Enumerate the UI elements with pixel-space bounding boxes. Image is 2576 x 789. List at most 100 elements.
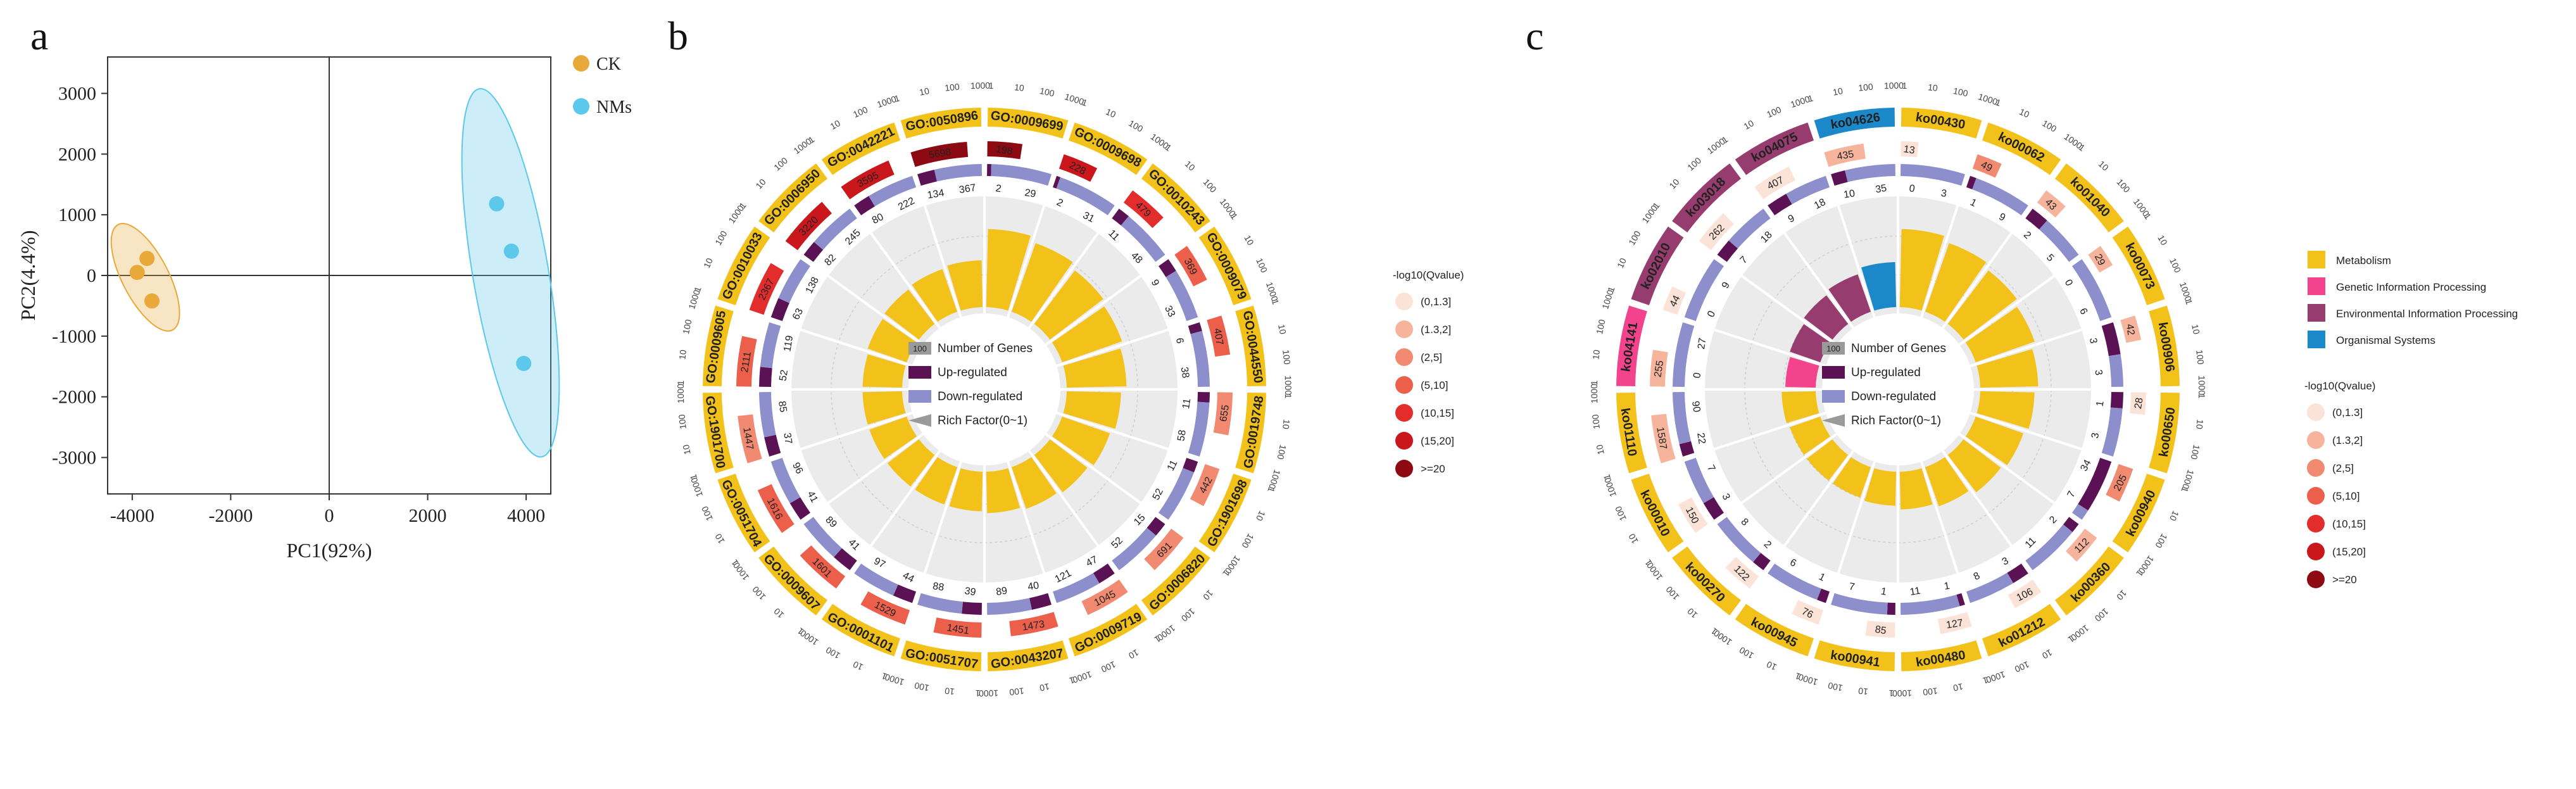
rich-factor-wedge bbox=[1781, 391, 1819, 423]
ring-scale-label: 1 bbox=[675, 380, 686, 385]
pca-scatter-plot: -4000 -2000 0 2000 4000 3000 2000 1000 0 -1000 -20… bbox=[16, 54, 632, 562]
sector-separator bbox=[1941, 450, 2013, 546]
down-regulated-bar bbox=[1845, 164, 1895, 182]
up-regulated-bar bbox=[854, 196, 875, 216]
up-regulated-count: 2 bbox=[1055, 197, 1065, 209]
down-regulated-bar bbox=[1717, 517, 1761, 562]
term-label: GO:0009079 bbox=[1203, 230, 1249, 302]
ring-scale-label: 10 bbox=[2114, 588, 2128, 602]
ring-scale-label: 100 bbox=[945, 81, 960, 92]
sector-separator bbox=[1741, 275, 1838, 346]
down-regulated-bar bbox=[1188, 401, 1210, 457]
up-regulated-bar bbox=[2078, 457, 2112, 511]
panel-b-letter: b bbox=[668, 13, 688, 58]
up-regulated-count: 22 bbox=[1695, 432, 1707, 445]
background-gene-count: 13 bbox=[1903, 144, 1916, 156]
down-regulated-bar bbox=[1684, 259, 1725, 322]
up-regulated-count: 63 bbox=[791, 306, 805, 322]
down-regulated-count: 7 bbox=[1705, 464, 1717, 474]
qvalue-bar bbox=[1190, 464, 1220, 507]
up-regulated-bar bbox=[1158, 259, 1176, 277]
up-regulated-bar bbox=[1112, 208, 1129, 226]
rich-factor-wedge bbox=[1063, 348, 1127, 388]
nms-confidence-ellipse bbox=[461, 88, 560, 458]
qvalue-bar bbox=[738, 414, 762, 464]
qvalue-bar bbox=[1650, 350, 1668, 387]
sector-separator bbox=[827, 432, 924, 504]
ring-scale-label: 10 bbox=[1127, 647, 1141, 661]
down-regulated-bar bbox=[1901, 164, 1965, 186]
term-band bbox=[758, 546, 828, 615]
qvalue-bar bbox=[1972, 154, 2002, 178]
rich-factor-wedge bbox=[862, 354, 906, 388]
up-regulated-bar bbox=[1679, 441, 1695, 457]
term-band bbox=[821, 122, 901, 175]
down-regulated-count: 9 bbox=[1720, 281, 1732, 291]
up-regulated-count: 3 bbox=[2087, 337, 2099, 344]
category-legend-label: Genetic Information Processing bbox=[2336, 281, 2486, 293]
term-band bbox=[1141, 546, 1210, 615]
up-regulated-count: 39 bbox=[964, 586, 976, 598]
down-regulated-count: 90 bbox=[1690, 400, 1702, 413]
y-tick-label: 2000 bbox=[58, 144, 96, 165]
down-regulated-count: 3 bbox=[2090, 432, 2101, 439]
down-regulated-count: 89 bbox=[823, 514, 839, 530]
rich-factor-wedge bbox=[947, 260, 983, 311]
up-regulated-bar bbox=[962, 602, 982, 615]
legend-genes-box-label: 100 bbox=[1826, 344, 1840, 353]
term-band bbox=[1141, 163, 1210, 233]
ring-scale-label: 1 bbox=[2197, 393, 2207, 398]
down-regulated-bar bbox=[987, 598, 1032, 615]
qvalue-bar bbox=[1662, 286, 1687, 315]
ring-scale-label: 100 bbox=[1240, 532, 1256, 550]
term-label: ko00360 bbox=[2068, 560, 2113, 605]
background-gene-count: 42 bbox=[2124, 323, 2137, 336]
nms-sample-point bbox=[516, 355, 532, 371]
up-regulated-bar bbox=[2063, 517, 2079, 533]
y-axis-title: PC2(4.4%) bbox=[16, 230, 39, 320]
up-regulated-bar bbox=[1703, 497, 1725, 520]
up-regulated-bar bbox=[1717, 240, 1738, 262]
ring-scale-label: 100 bbox=[750, 584, 768, 602]
sector-separator bbox=[1970, 412, 2082, 451]
down-regulated-bar bbox=[1768, 563, 1821, 600]
qvalue-bar bbox=[736, 336, 757, 387]
up-regulated-count: 10 bbox=[1843, 188, 1856, 201]
up-regulated-bar bbox=[1817, 588, 1830, 603]
down-regulated-count: 121 bbox=[1053, 568, 1074, 585]
down-regulated-count: 8 bbox=[1972, 571, 1982, 583]
term-band bbox=[1735, 122, 1814, 175]
ring-scale-label: 100 bbox=[914, 680, 930, 693]
background-gene-count: 2111 bbox=[739, 351, 753, 374]
ring-scale-label: 100 bbox=[700, 505, 715, 522]
sector-separator bbox=[1941, 232, 2013, 329]
ring-scale-label: 10 bbox=[701, 256, 715, 270]
qvalue-legend-label: (10,15] bbox=[2332, 518, 2366, 530]
up-regulated-bar bbox=[1887, 602, 1895, 615]
qvalue-legend-label: (5,10] bbox=[1421, 379, 1448, 391]
center-hole bbox=[908, 313, 1060, 465]
ring-scale-label: 10 bbox=[1742, 118, 1756, 132]
term-band bbox=[1672, 546, 1742, 615]
ring-scale-label: 100 bbox=[2114, 177, 2132, 194]
qvalue-bar bbox=[800, 545, 846, 589]
ring-scale-label: 100 bbox=[2013, 659, 2031, 674]
ring-scale-label: 100 bbox=[1737, 645, 1755, 661]
qvalue-legend-label: (15,20] bbox=[2332, 546, 2366, 558]
qvalue-bar bbox=[1699, 213, 1734, 251]
qvalue-legend-swatch bbox=[1395, 404, 1413, 422]
background-gene-count: 1447 bbox=[741, 427, 755, 451]
term-band bbox=[2112, 473, 2165, 553]
down-regulated-bar bbox=[803, 517, 842, 557]
qvalue-bar bbox=[1824, 143, 1866, 167]
ring-scale-label: 10 bbox=[1183, 158, 1197, 172]
legend-rich-factor: Rich Factor(0~1) bbox=[938, 414, 1027, 427]
ring-scale-label: 10 bbox=[1590, 349, 1602, 360]
ring-scale-label: 10 bbox=[681, 444, 693, 456]
up-regulated-count: 52 bbox=[777, 369, 790, 382]
sector-separator bbox=[1970, 328, 2082, 367]
qvalue-legend-swatch bbox=[1395, 293, 1413, 310]
ring-scale-label: 10 bbox=[944, 686, 955, 697]
term-band bbox=[717, 473, 770, 553]
down-regulated-bar bbox=[778, 259, 811, 303]
